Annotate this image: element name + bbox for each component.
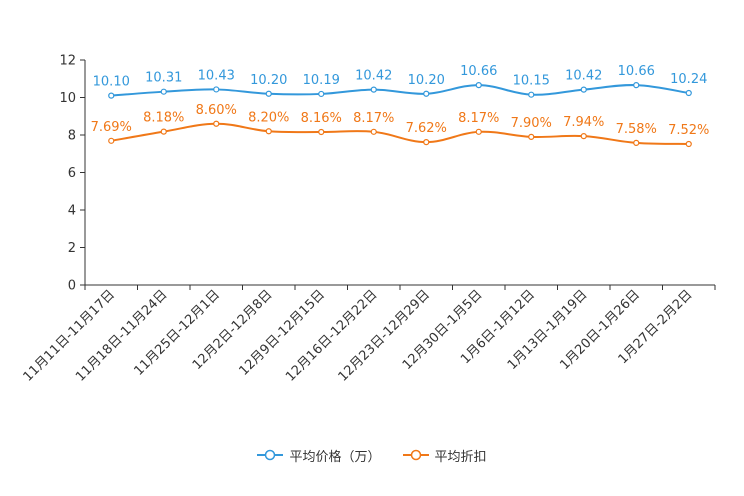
data-point-price[interactable] bbox=[108, 92, 115, 99]
data-point-price[interactable] bbox=[528, 91, 535, 98]
data-label-discount: 7.52% bbox=[668, 123, 709, 138]
data-point-discount[interactable] bbox=[318, 128, 325, 136]
data-point-discount[interactable] bbox=[580, 133, 587, 140]
data-label-discount: 8.17% bbox=[458, 111, 499, 126]
data-label-price: 10.42 bbox=[355, 69, 392, 84]
data-label-price: 10.24 bbox=[670, 72, 707, 87]
y-tick-label: 8 bbox=[68, 129, 76, 144]
data-label-discount: 7.58% bbox=[616, 122, 657, 137]
data-point-price[interactable] bbox=[580, 86, 587, 93]
data-label-discount: 8.20% bbox=[248, 110, 289, 125]
data-point-discount[interactable] bbox=[265, 128, 272, 135]
y-tick-label: 12 bbox=[59, 54, 76, 69]
data-label-price: 10.10 bbox=[93, 75, 130, 90]
legend: 平均价格（万） 平均折扣 bbox=[0, 444, 744, 466]
legend-discount-line-icon bbox=[402, 449, 429, 461]
data-point-discount[interactable] bbox=[633, 139, 640, 146]
data-point-price[interactable] bbox=[685, 89, 692, 97]
data-label-discount: 8.60% bbox=[196, 103, 237, 118]
data-label-price: 10.66 bbox=[460, 64, 497, 79]
data-point-discount[interactable] bbox=[370, 128, 377, 135]
data-label-price: 10.20 bbox=[250, 73, 287, 88]
x-tick-label: 12月16日-12月22日 bbox=[283, 287, 380, 384]
y-tick-label: 6 bbox=[68, 166, 76, 181]
legend-price-label: 平均价格（万） bbox=[289, 449, 381, 465]
data-point-discount[interactable] bbox=[160, 128, 167, 135]
data-point-discount[interactable] bbox=[475, 128, 482, 135]
series-line-price bbox=[111, 84, 689, 97]
data-point-price[interactable] bbox=[423, 90, 430, 97]
data-point-price[interactable] bbox=[160, 88, 167, 95]
data-label-discount: 7.69% bbox=[91, 120, 132, 135]
data-label-discount: 8.18% bbox=[143, 111, 184, 126]
series-line-discount bbox=[111, 122, 689, 145]
data-point-price[interactable] bbox=[633, 82, 640, 89]
data-label-price: 10.31 bbox=[145, 71, 182, 86]
y-tick-label: 2 bbox=[68, 241, 76, 256]
data-label-discount: 8.17% bbox=[353, 111, 394, 126]
y-tick-label: 0 bbox=[68, 279, 76, 294]
data-label-price: 10.42 bbox=[565, 69, 602, 84]
data-point-discount[interactable] bbox=[528, 133, 535, 140]
data-label-price: 10.15 bbox=[513, 74, 550, 89]
legend-discount-label: 平均折扣 bbox=[434, 449, 487, 465]
data-point-discount[interactable] bbox=[108, 137, 115, 144]
y-tick-label: 4 bbox=[68, 204, 76, 219]
data-label-discount: 7.94% bbox=[563, 115, 604, 130]
data-point-price[interactable] bbox=[370, 86, 377, 93]
data-label-discount: 7.90% bbox=[511, 116, 552, 131]
legend-item-discount[interactable]: 平均折扣 bbox=[402, 446, 487, 465]
data-label-price: 10.43 bbox=[198, 68, 235, 83]
legend-price-line-icon bbox=[257, 449, 284, 461]
data-point-discount[interactable] bbox=[685, 140, 692, 148]
data-point-price[interactable] bbox=[213, 86, 220, 93]
x-tick-label: 12月23日-12月29日 bbox=[336, 287, 433, 384]
data-label-price: 10.20 bbox=[408, 73, 445, 88]
data-point-price[interactable] bbox=[318, 90, 325, 98]
legend-item-price[interactable]: 平均价格（万） bbox=[257, 446, 381, 465]
data-point-discount[interactable] bbox=[213, 120, 220, 127]
y-tick-label: 10 bbox=[59, 91, 76, 106]
data-label-price: 10.19 bbox=[303, 73, 340, 88]
data-label-discount: 7.62% bbox=[406, 121, 447, 136]
x-tick-label: 11月11日-11月17日 bbox=[21, 287, 118, 384]
data-label-discount: 8.16% bbox=[301, 111, 342, 126]
data-point-price[interactable] bbox=[265, 90, 272, 97]
data-point-price[interactable] bbox=[475, 82, 482, 89]
data-label-price: 10.66 bbox=[618, 64, 655, 79]
data-point-discount[interactable] bbox=[423, 139, 430, 146]
x-tick-label: 11月18日-11月24日 bbox=[73, 287, 170, 384]
